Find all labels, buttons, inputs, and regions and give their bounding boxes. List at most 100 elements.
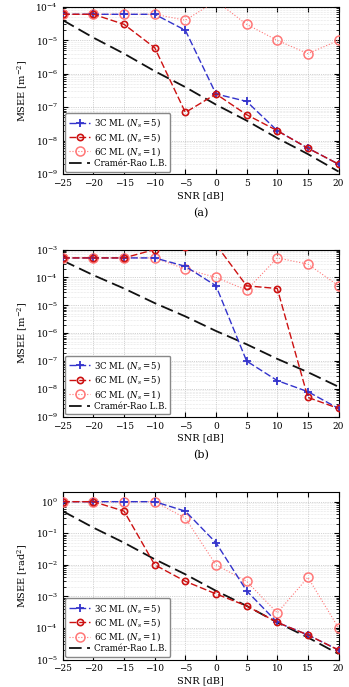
6C ML ($N_s = 1$)	[153, 497, 157, 506]
3C ML ($N_s = 5$)	[245, 587, 249, 595]
6C ML ($N_s = 1$)	[91, 10, 96, 19]
6C ML ($N_s = 1$)	[214, 0, 218, 5]
6C ML ($N_s = 5$)	[183, 577, 187, 585]
Legend: 3C ML ($N_s = 5$), 6C ML ($N_s = 5$), 6C ML ($N_s = 1$), Cramér-Rao L.B.: 3C ML ($N_s = 5$), 6C ML ($N_s = 5$), 6C…	[65, 113, 170, 172]
Cramér-Rao L.B.	[245, 340, 249, 348]
Cramér-Rao L.B.	[91, 271, 96, 280]
6C ML ($N_s = 1$)	[275, 609, 279, 617]
6C ML ($N_s = 1$)	[306, 260, 310, 268]
3C ML ($N_s = 5$)	[336, 160, 341, 168]
3C ML ($N_s = 5$)	[275, 618, 279, 627]
Line: 6C ML ($N_s = 5$): 6C ML ($N_s = 5$)	[60, 499, 342, 653]
3C ML ($N_s = 5$)	[306, 631, 310, 639]
Cramér-Rao L.B.	[183, 83, 187, 91]
3C ML ($N_s = 5$)	[122, 254, 126, 262]
Line: 6C ML ($N_s = 5$): 6C ML ($N_s = 5$)	[60, 242, 342, 412]
Line: 6C ML ($N_s = 1$): 6C ML ($N_s = 1$)	[58, 497, 343, 633]
6C ML ($N_s = 1$)	[214, 561, 218, 569]
Legend: 3C ML ($N_s = 5$), 6C ML ($N_s = 5$), 6C ML ($N_s = 1$), Cramér-Rao L.B.: 3C ML ($N_s = 5$), 6C ML ($N_s = 5$), 6C…	[65, 355, 170, 414]
6C ML ($N_s = 1$)	[153, 10, 157, 19]
3C ML ($N_s = 5$)	[214, 539, 218, 547]
Cramér-Rao L.B.	[61, 256, 65, 264]
6C ML ($N_s = 1$)	[61, 497, 65, 506]
6C ML ($N_s = 1$)	[336, 624, 341, 632]
Cramér-Rao L.B.	[122, 284, 126, 293]
Line: Cramér-Rao L.B.: Cramér-Rao L.B.	[63, 20, 339, 172]
3C ML ($N_s = 5$)	[122, 10, 126, 19]
6C ML ($N_s = 5$)	[61, 254, 65, 262]
6C ML ($N_s = 5$)	[306, 144, 310, 153]
3C ML ($N_s = 5$)	[91, 254, 96, 262]
6C ML ($N_s = 5$)	[275, 618, 279, 627]
Cramér-Rao L.B.	[61, 16, 65, 24]
6C ML ($N_s = 1$)	[306, 573, 310, 581]
6C ML ($N_s = 5$)	[336, 405, 341, 413]
Y-axis label: MSEE [m$^{-2}$]: MSEE [m$^{-2}$]	[16, 302, 30, 364]
Cramér-Rao L.B.	[91, 34, 96, 42]
Cramér-Rao L.B.	[183, 570, 187, 578]
Y-axis label: MSEE [m$^{-2}$]: MSEE [m$^{-2}$]	[16, 59, 30, 122]
3C ML ($N_s = 5$)	[306, 144, 310, 153]
6C ML ($N_s = 1$)	[275, 36, 279, 45]
3C ML ($N_s = 5$)	[275, 376, 279, 385]
Cramér-Rao L.B.	[61, 507, 65, 515]
3C ML ($N_s = 5$)	[183, 507, 187, 515]
6C ML ($N_s = 5$)	[153, 245, 157, 254]
Line: 6C ML ($N_s = 5$): 6C ML ($N_s = 5$)	[60, 11, 342, 167]
3C ML ($N_s = 5$)	[153, 497, 157, 506]
3C ML ($N_s = 5$)	[61, 254, 65, 262]
Cramér-Rao L.B.	[122, 49, 126, 58]
3C ML ($N_s = 5$)	[214, 282, 218, 290]
6C ML ($N_s = 1$)	[245, 20, 249, 28]
Cramér-Rao L.B.	[306, 368, 310, 376]
6C ML ($N_s = 5$)	[61, 10, 65, 19]
6C ML ($N_s = 5$)	[122, 20, 126, 28]
6C ML ($N_s = 1$)	[336, 36, 341, 45]
6C ML ($N_s = 5$)	[122, 507, 126, 515]
3C ML ($N_s = 5$)	[91, 497, 96, 506]
Cramér-Rao L.B.	[245, 117, 249, 125]
6C ML ($N_s = 5$)	[214, 90, 218, 98]
Line: 6C ML ($N_s = 1$): 6C ML ($N_s = 1$)	[58, 0, 343, 58]
6C ML ($N_s = 5$)	[245, 111, 249, 119]
6C ML ($N_s = 5$)	[183, 243, 187, 251]
6C ML ($N_s = 5$)	[153, 44, 157, 52]
3C ML ($N_s = 5$)	[214, 90, 218, 98]
6C ML ($N_s = 1$)	[245, 577, 249, 585]
Cramér-Rao L.B.	[275, 134, 279, 142]
6C ML ($N_s = 5$)	[91, 10, 96, 19]
3C ML ($N_s = 5$)	[183, 262, 187, 271]
X-axis label: SNR [dB]: SNR [dB]	[177, 433, 224, 442]
6C ML ($N_s = 5$)	[336, 160, 341, 168]
Cramér-Rao L.B.	[122, 539, 126, 547]
3C ML ($N_s = 5$)	[183, 26, 187, 34]
3C ML ($N_s = 5$)	[336, 405, 341, 413]
Cramér-Rao L.B.	[214, 100, 218, 109]
6C ML ($N_s = 5$)	[245, 282, 249, 290]
Y-axis label: MSEE [rad$^2$]: MSEE [rad$^2$]	[16, 544, 30, 608]
X-axis label: SNR [dB]: SNR [dB]	[177, 191, 224, 200]
6C ML ($N_s = 5$)	[91, 254, 96, 262]
6C ML ($N_s = 5$)	[91, 497, 96, 506]
6C ML ($N_s = 5$)	[275, 126, 279, 135]
3C ML ($N_s = 5$)	[91, 10, 96, 19]
6C ML ($N_s = 1$)	[183, 16, 187, 24]
6C ML ($N_s = 5$)	[275, 284, 279, 293]
3C ML ($N_s = 5$)	[245, 98, 249, 106]
Cramér-Rao L.B.	[214, 587, 218, 595]
Legend: 3C ML ($N_s = 5$), 6C ML ($N_s = 5$), 6C ML ($N_s = 1$), Cramér-Rao L.B.: 3C ML ($N_s = 5$), 6C ML ($N_s = 5$), 6C…	[65, 598, 170, 657]
Cramér-Rao L.B.	[153, 299, 157, 307]
6C ML ($N_s = 5$)	[153, 561, 157, 569]
3C ML ($N_s = 5$)	[245, 357, 249, 365]
6C ML ($N_s = 1$)	[61, 10, 65, 19]
3C ML ($N_s = 5$)	[122, 497, 126, 506]
6C ML ($N_s = 5$)	[183, 109, 187, 117]
6C ML ($N_s = 1$)	[245, 286, 249, 294]
Cramér-Rao L.B.	[214, 327, 218, 335]
6C ML ($N_s = 1$)	[122, 254, 126, 262]
6C ML ($N_s = 1$)	[91, 497, 96, 506]
Line: 3C ML ($N_s = 5$): 3C ML ($N_s = 5$)	[59, 10, 342, 168]
6C ML ($N_s = 5$)	[214, 240, 218, 249]
6C ML ($N_s = 1$)	[306, 49, 310, 58]
Line: 3C ML ($N_s = 5$): 3C ML ($N_s = 5$)	[59, 498, 342, 654]
